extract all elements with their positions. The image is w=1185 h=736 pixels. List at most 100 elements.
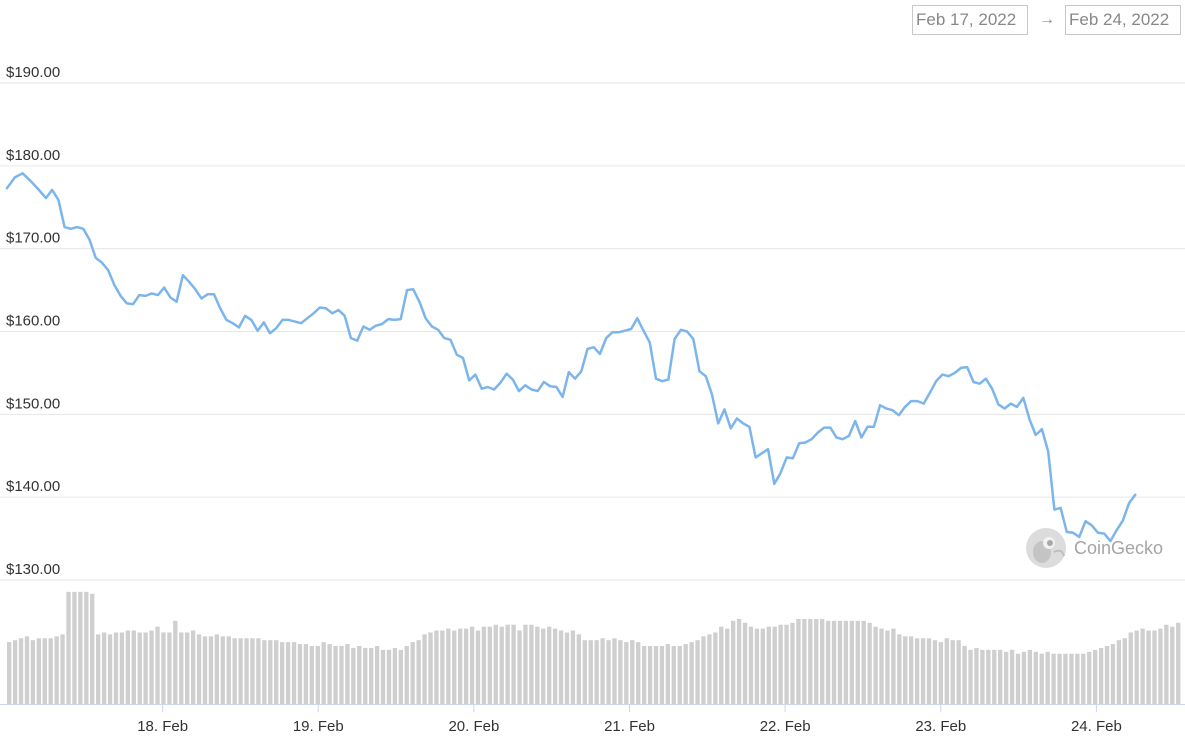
- volume-bar: [1152, 630, 1157, 704]
- volume-bar: [220, 636, 225, 704]
- volume-bar: [950, 640, 955, 704]
- volume-bar: [345, 644, 350, 704]
- volume-bar: [84, 591, 89, 704]
- volume-bar: [511, 624, 516, 704]
- volume-bar: [547, 626, 552, 704]
- volume-bar: [636, 642, 641, 704]
- volume-bar: [440, 630, 445, 704]
- volume-bar: [179, 632, 184, 704]
- volume-bar: [1003, 651, 1009, 704]
- volume-bar: [1176, 622, 1181, 704]
- volume-bar: [564, 632, 570, 704]
- x-axis: 18. Feb 19. Feb 20. Feb 21. Feb 22. Feb …: [137, 704, 1122, 735]
- volume-bar: [416, 640, 421, 704]
- volume-bar: [78, 591, 83, 704]
- x-tick-label: 19. Feb: [293, 718, 344, 735]
- volume-bar: [630, 640, 635, 704]
- volume-bar: [303, 644, 309, 704]
- volume-bar: [487, 626, 493, 704]
- volume-bar: [1098, 647, 1104, 704]
- volume-bar: [18, 638, 24, 704]
- price-series-line: [5, 172, 1137, 543]
- y-axis: $130.00 $140.00 $150.00 $160.00 $170.00 …: [6, 64, 60, 578]
- volume-bar: [582, 640, 587, 704]
- volume-bar: [778, 624, 783, 704]
- volume-bar: [808, 618, 813, 704]
- volume-bar: [552, 628, 558, 704]
- volume-bar: [1069, 653, 1074, 704]
- volume-bar: [920, 638, 926, 704]
- volume-bar: [802, 618, 807, 704]
- volume-bar: [689, 642, 694, 704]
- x-tick-label: 21. Feb: [604, 718, 655, 735]
- volume-bar: [570, 630, 576, 704]
- volume-bar: [1104, 646, 1110, 704]
- volume-bar: [1051, 653, 1056, 704]
- x-tick-label: 24. Feb: [1071, 718, 1122, 735]
- volume-bar: [820, 618, 825, 704]
- volume-bar: [891, 628, 896, 704]
- volume-bar: [760, 628, 765, 704]
- volume-bar: [825, 620, 831, 704]
- volume-bar: [671, 646, 676, 704]
- volume-bar: [7, 642, 12, 704]
- y-tick-label: $150.00: [6, 395, 60, 412]
- volume-bar: [481, 626, 487, 704]
- volume-bar: [226, 636, 231, 704]
- volume-bar: [766, 626, 771, 704]
- y-tick-label: $160.00: [6, 313, 60, 330]
- volume-bar: [1075, 653, 1080, 704]
- volume-bar: [173, 620, 178, 704]
- volume-bar: [321, 642, 326, 704]
- volume-bar: [879, 628, 884, 704]
- volume-bar: [944, 638, 949, 704]
- volume-bar: [1027, 649, 1033, 704]
- volume-bar: [446, 628, 451, 704]
- volume-bar: [748, 626, 754, 704]
- volume-bar: [1009, 649, 1015, 704]
- date-range-start-field[interactable]: Feb 17, 2022: [912, 5, 1028, 35]
- volume-bar: [285, 642, 291, 704]
- volume-bar: [843, 620, 849, 704]
- volume-bar: [291, 642, 297, 704]
- volume-bar: [535, 626, 540, 704]
- volume-bar: [357, 646, 362, 704]
- y-tick-label: $140.00: [6, 478, 60, 495]
- volume-bar: [683, 644, 688, 704]
- volume-bar: [1158, 628, 1163, 704]
- volume-bar: [517, 630, 522, 704]
- volume-bars: [7, 591, 1181, 704]
- volume-bar: [72, 591, 77, 704]
- volume-bar: [422, 634, 427, 704]
- volume-bar: [659, 646, 665, 704]
- volume-bar: [452, 630, 457, 704]
- volume-bar: [606, 640, 611, 704]
- y-tick-label: $170.00: [6, 230, 60, 247]
- volume-bar: [60, 634, 65, 704]
- y-tick-label: $190.00: [6, 64, 60, 81]
- volume-bar: [1063, 653, 1068, 704]
- volume-bar: [250, 638, 255, 704]
- volume-bar: [101, 632, 107, 704]
- volume-bar: [374, 646, 380, 704]
- volume-bar: [143, 632, 148, 704]
- volume-bar: [903, 636, 908, 704]
- volume-bar: [410, 642, 415, 704]
- volume-bar: [1021, 651, 1027, 704]
- volume-bar: [647, 646, 653, 704]
- coingecko-watermark-text: CoinGecko: [1074, 538, 1163, 558]
- volume-bar: [1134, 630, 1139, 704]
- volume-bar: [796, 618, 801, 704]
- volume-bar: [1015, 653, 1021, 704]
- volume-bar: [24, 636, 30, 704]
- volume-bar: [790, 622, 795, 704]
- grid-lines: [0, 82, 1185, 581]
- date-range-end-field[interactable]: Feb 24, 2022: [1065, 5, 1181, 35]
- volume-bar: [149, 630, 154, 704]
- volume-bar: [897, 634, 902, 704]
- volume-bar: [48, 638, 53, 704]
- volume-bar: [665, 644, 671, 704]
- volume-bar: [885, 630, 890, 704]
- volume-bar: [1045, 651, 1050, 704]
